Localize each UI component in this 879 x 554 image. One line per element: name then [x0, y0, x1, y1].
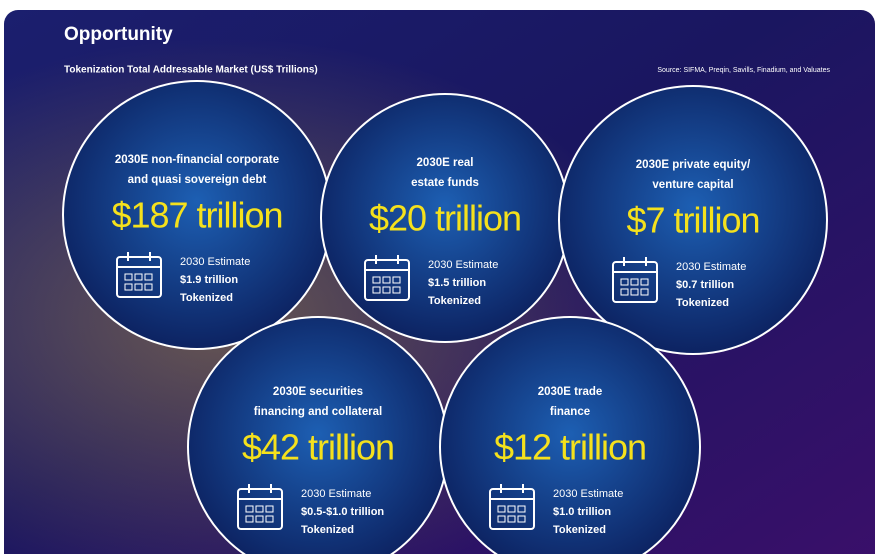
circle-value: $7 trillion: [626, 200, 759, 241]
circle-label: estate funds: [411, 177, 479, 189]
estimate-text: Tokenized: [301, 524, 354, 536]
estimate-text: 2030 Estimate: [180, 256, 250, 268]
estimate-text: Tokenized: [553, 524, 606, 536]
circle-value: $42 trillion: [242, 427, 394, 468]
circle-label: financing and collateral: [254, 406, 382, 418]
circle-label: 2030E real: [417, 157, 474, 169]
estimate-text: $1.9 trillion: [180, 274, 238, 286]
circle-label: venture capital: [652, 179, 733, 191]
infographic: Opportunity Tokenization Total Addressab…: [0, 0, 879, 554]
title: Opportunity: [64, 24, 173, 45]
circle-label: and quasi sovereign debt: [128, 174, 267, 186]
estimate-text: Tokenized: [428, 295, 481, 307]
circle-label: 2030E trade: [538, 386, 603, 398]
circle-label: 2030E private equity/: [636, 159, 751, 171]
circle-value: $12 trillion: [494, 427, 646, 468]
circle-label: 2030E non-financial corporate: [115, 154, 279, 166]
estimate-text: 2030 Estimate: [428, 259, 498, 271]
opportunity-circle: 2030E non-financial corporate and quasi s…: [63, 81, 331, 349]
circle-label: finance: [550, 406, 590, 418]
estimate-text: 2030 Estimate: [553, 488, 623, 500]
circle-value: $187 trillion: [111, 195, 282, 236]
estimate-text: $1.0 trillion: [553, 506, 611, 518]
estimate-text: $0.7 trillion: [676, 279, 734, 291]
estimate-text: Tokenized: [180, 292, 233, 304]
subtitle: Tokenization Total Addressable Market (U…: [64, 65, 318, 76]
estimate-text: $1.5 trillion: [428, 277, 486, 289]
estimate-text: 2030 Estimate: [676, 261, 746, 273]
circle-value: $20 trillion: [369, 198, 521, 239]
estimate-text: $0.5-$1.0 trillion: [301, 506, 384, 518]
estimate-text: Tokenized: [676, 297, 729, 309]
circle-label: 2030E securities: [273, 386, 363, 398]
opportunity-circle: 2030E real estate funds $20 trillion 2030 E…: [321, 94, 569, 342]
opportunity-circle: 2030E private equity/venture capital $7 t…: [559, 86, 827, 354]
source: Source: SIFMA, Preqin, Savills, Finadium…: [657, 67, 830, 74]
estimate-text: 2030 Estimate: [301, 488, 371, 500]
